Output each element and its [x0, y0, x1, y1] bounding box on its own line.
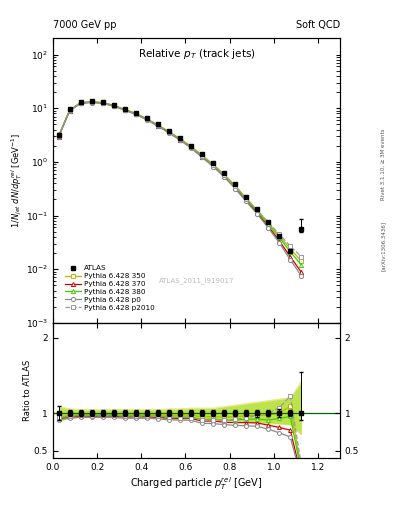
- Y-axis label: Ratio to ATLAS: Ratio to ATLAS: [24, 360, 33, 421]
- X-axis label: Charged particle $p_{T}^{rel}$ [GeV]: Charged particle $p_{T}^{rel}$ [GeV]: [130, 475, 263, 492]
- Legend: ATLAS, Pythia 6.428 350, Pythia 6.428 370, Pythia 6.428 380, Pythia 6.428 p0, Py: ATLAS, Pythia 6.428 350, Pythia 6.428 37…: [62, 262, 158, 313]
- Y-axis label: $1/N_{jet}$ $dN/dp_{T}^{rel}$ [GeV$^{-1}$]: $1/N_{jet}$ $dN/dp_{T}^{rel}$ [GeV$^{-1}…: [10, 133, 24, 228]
- Text: Relative $p_{T}$ (track jets): Relative $p_{T}$ (track jets): [138, 47, 255, 61]
- Text: ATLAS_2011_I919017: ATLAS_2011_I919017: [159, 277, 234, 284]
- Text: Soft QCD: Soft QCD: [296, 19, 340, 30]
- Text: Rivet 3.1.10, ≥ 3M events: Rivet 3.1.10, ≥ 3M events: [381, 128, 386, 200]
- Text: 7000 GeV pp: 7000 GeV pp: [53, 19, 117, 30]
- Text: [arXiv:1306.3436]: [arXiv:1306.3436]: [381, 221, 386, 271]
